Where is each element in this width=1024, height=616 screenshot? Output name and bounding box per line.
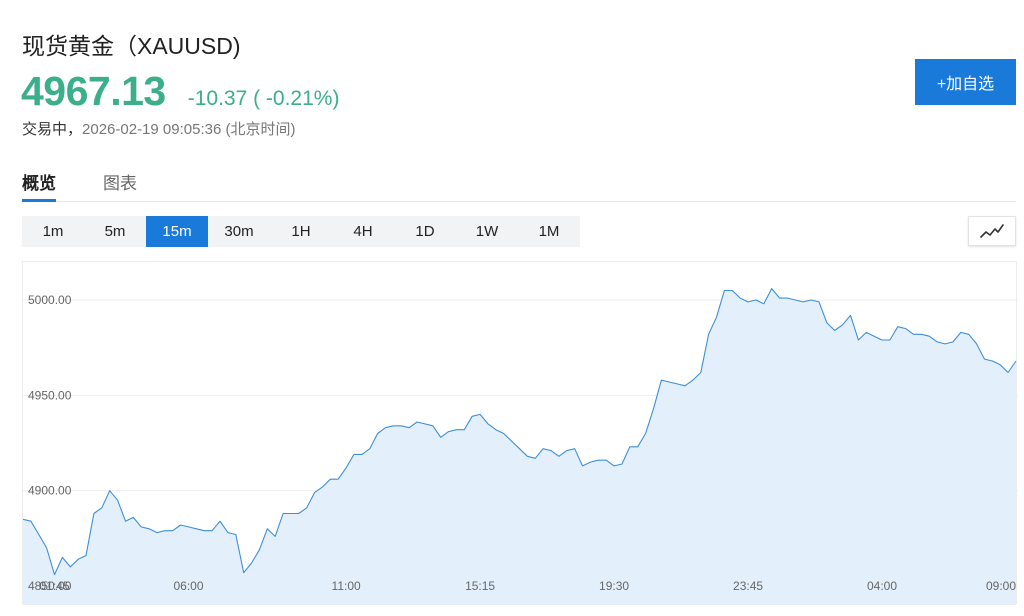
price-line: [23, 288, 1017, 576]
price-row: 4967.13 -10.37 ( -0.21%): [21, 68, 339, 115]
interval-1h[interactable]: 1H: [291, 223, 311, 240]
chart-type-button[interactable]: [968, 216, 1016, 246]
price-chart[interactable]: 5000.00 4950.00 4900.00 4850.00 01:45 06:00 11…: [22, 261, 1018, 605]
y-tick-label: 4950.00: [28, 388, 72, 402]
tab-overview[interactable]: 概览: [22, 169, 56, 202]
trading-status: 交易中，2026-02-19 09:05:36 (北京时间): [22, 118, 295, 139]
price-area: [23, 288, 1016, 605]
interval-1d[interactable]: 1D: [415, 223, 435, 240]
interval-1m[interactable]: 1m: [42, 223, 64, 240]
line-chart-icon: [980, 224, 1004, 238]
page-title: 现货黄金（XAUUSD): [22, 33, 241, 59]
x-tick-label: 15:15: [465, 579, 495, 593]
interval-4h[interactable]: 4H: [353, 223, 373, 240]
x-tick-label: 23:45: [733, 579, 763, 593]
tab-chart[interactable]: 图表: [103, 174, 137, 193]
status-label: 交易中，: [22, 121, 83, 138]
interval-5m[interactable]: 5m: [104, 223, 126, 240]
interval-30m[interactable]: 30m: [224, 223, 254, 240]
x-tick-label: 04:00: [867, 579, 897, 593]
x-tick-label: 11:00: [332, 579, 361, 593]
x-tick-label: 19:30: [599, 579, 629, 593]
interval-1mo[interactable]: 1M: [538, 223, 560, 240]
interval-1w[interactable]: 1W: [475, 223, 499, 240]
y-tick-label: 4850.00: [28, 579, 72, 593]
status-timestamp: 2026-02-19 09:05:36 (北京时间): [82, 121, 296, 138]
interval-15m[interactable]: 15m: [146, 216, 208, 247]
x-tick-label: 06:00: [173, 579, 203, 593]
x-tick-label: 01:45: [40, 579, 70, 593]
current-price: 4967.13: [21, 68, 166, 114]
price-change: -10.37 ( -0.21%): [187, 87, 340, 110]
interval-selector: 1m 5m 15m 30m 1H 4H 1D 1W 1M: [22, 216, 580, 247]
y-tick-label: 4900.00: [28, 484, 72, 498]
x-tick-label: 09:00: [986, 579, 1016, 593]
add-to-watchlist-button[interactable]: +加自选: [915, 59, 1016, 105]
tab-bar: 概览 图表: [22, 162, 1016, 202]
y-tick-label: 5000.00: [28, 293, 72, 307]
